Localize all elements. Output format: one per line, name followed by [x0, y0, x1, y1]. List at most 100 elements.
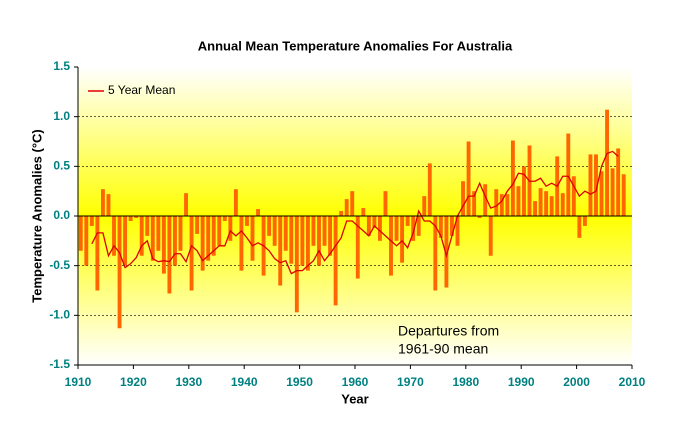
bar [89, 216, 94, 226]
bar [533, 201, 537, 216]
bar [422, 196, 427, 216]
x-tick-label: 1940 [231, 375, 258, 389]
y-tick-label: 1.5 [53, 59, 70, 73]
bar [311, 216, 316, 246]
bar [355, 216, 360, 279]
annotation: Departures from [398, 323, 499, 339]
bar [538, 188, 543, 216]
bar [139, 216, 144, 256]
bar [594, 154, 598, 216]
bar [499, 194, 504, 216]
bar [134, 216, 139, 218]
bar [350, 191, 355, 216]
bar [95, 216, 100, 291]
bar [472, 191, 477, 216]
bar [488, 216, 493, 256]
bar [610, 168, 615, 216]
bar [161, 216, 166, 274]
y-tick-label: -0.5 [49, 258, 70, 272]
bar [339, 211, 344, 216]
bar [78, 216, 83, 251]
bar [167, 216, 172, 294]
bar [294, 216, 299, 313]
bar [328, 216, 333, 256]
bar [427, 163, 432, 216]
bar [84, 216, 89, 266]
bar [222, 216, 227, 221]
bar [211, 216, 216, 256]
bar [411, 216, 416, 241]
bar [571, 176, 576, 216]
x-axis-title: Year [341, 391, 368, 406]
bar [250, 216, 255, 261]
bar [366, 216, 371, 236]
bar [510, 140, 515, 216]
x-tick-label: 1950 [286, 375, 313, 389]
bar [289, 216, 294, 264]
bar [200, 216, 205, 271]
bar [123, 216, 128, 266]
bar [106, 194, 111, 216]
x-tick-label: 2000 [563, 375, 590, 389]
bar [389, 216, 393, 276]
bar [150, 216, 155, 261]
bar [549, 196, 554, 216]
bar [189, 216, 194, 291]
bar [278, 216, 283, 286]
bar [300, 216, 305, 266]
bar [616, 148, 621, 216]
bar [505, 194, 510, 216]
bar [100, 189, 105, 216]
bar [433, 216, 438, 291]
bar [322, 216, 327, 246]
bar [477, 216, 482, 218]
bar [233, 189, 238, 216]
bar [588, 154, 593, 216]
x-tick-label: 1960 [342, 375, 369, 389]
bar [577, 216, 582, 238]
legend-label: 5 Year Mean [108, 83, 175, 97]
bar [461, 181, 465, 216]
bar [145, 216, 150, 236]
annotation: 1961-90 mean [398, 341, 488, 357]
bar [621, 174, 626, 216]
bar [272, 216, 277, 246]
y-tick-label: -1.5 [49, 357, 70, 371]
bar [394, 216, 399, 241]
bar [455, 216, 460, 246]
bar [377, 216, 382, 241]
bar [283, 216, 288, 251]
bar [156, 216, 161, 251]
bar [305, 216, 310, 271]
bar [317, 216, 321, 266]
chart-title: Annual Mean Temperature Anomalies For Au… [198, 38, 513, 53]
bar [450, 216, 454, 236]
bar [416, 216, 421, 236]
bar [438, 216, 443, 238]
bar [117, 216, 122, 329]
bar [566, 133, 571, 216]
bar [245, 216, 249, 226]
x-tick-label: 2010 [619, 375, 646, 389]
bar [494, 189, 499, 216]
bar [599, 171, 604, 216]
y-tick-label: 0.5 [53, 159, 70, 173]
bar [228, 216, 233, 241]
bar [582, 216, 587, 226]
y-axis-title: Temperature Anomalies (°C) [29, 129, 44, 303]
bar [405, 216, 410, 226]
bar [112, 216, 116, 256]
bar [605, 109, 610, 216]
bar [184, 193, 188, 216]
bar [544, 191, 549, 216]
x-tick-label: 1970 [397, 375, 424, 389]
y-tick-label: 0.0 [53, 208, 70, 222]
bar [516, 186, 521, 216]
x-tick-label: 1990 [508, 375, 535, 389]
bar [195, 216, 200, 234]
bar [361, 208, 366, 216]
x-tick-label: 1920 [120, 375, 147, 389]
x-tick-label: 1980 [452, 375, 479, 389]
x-tick-label: 1910 [65, 375, 92, 389]
